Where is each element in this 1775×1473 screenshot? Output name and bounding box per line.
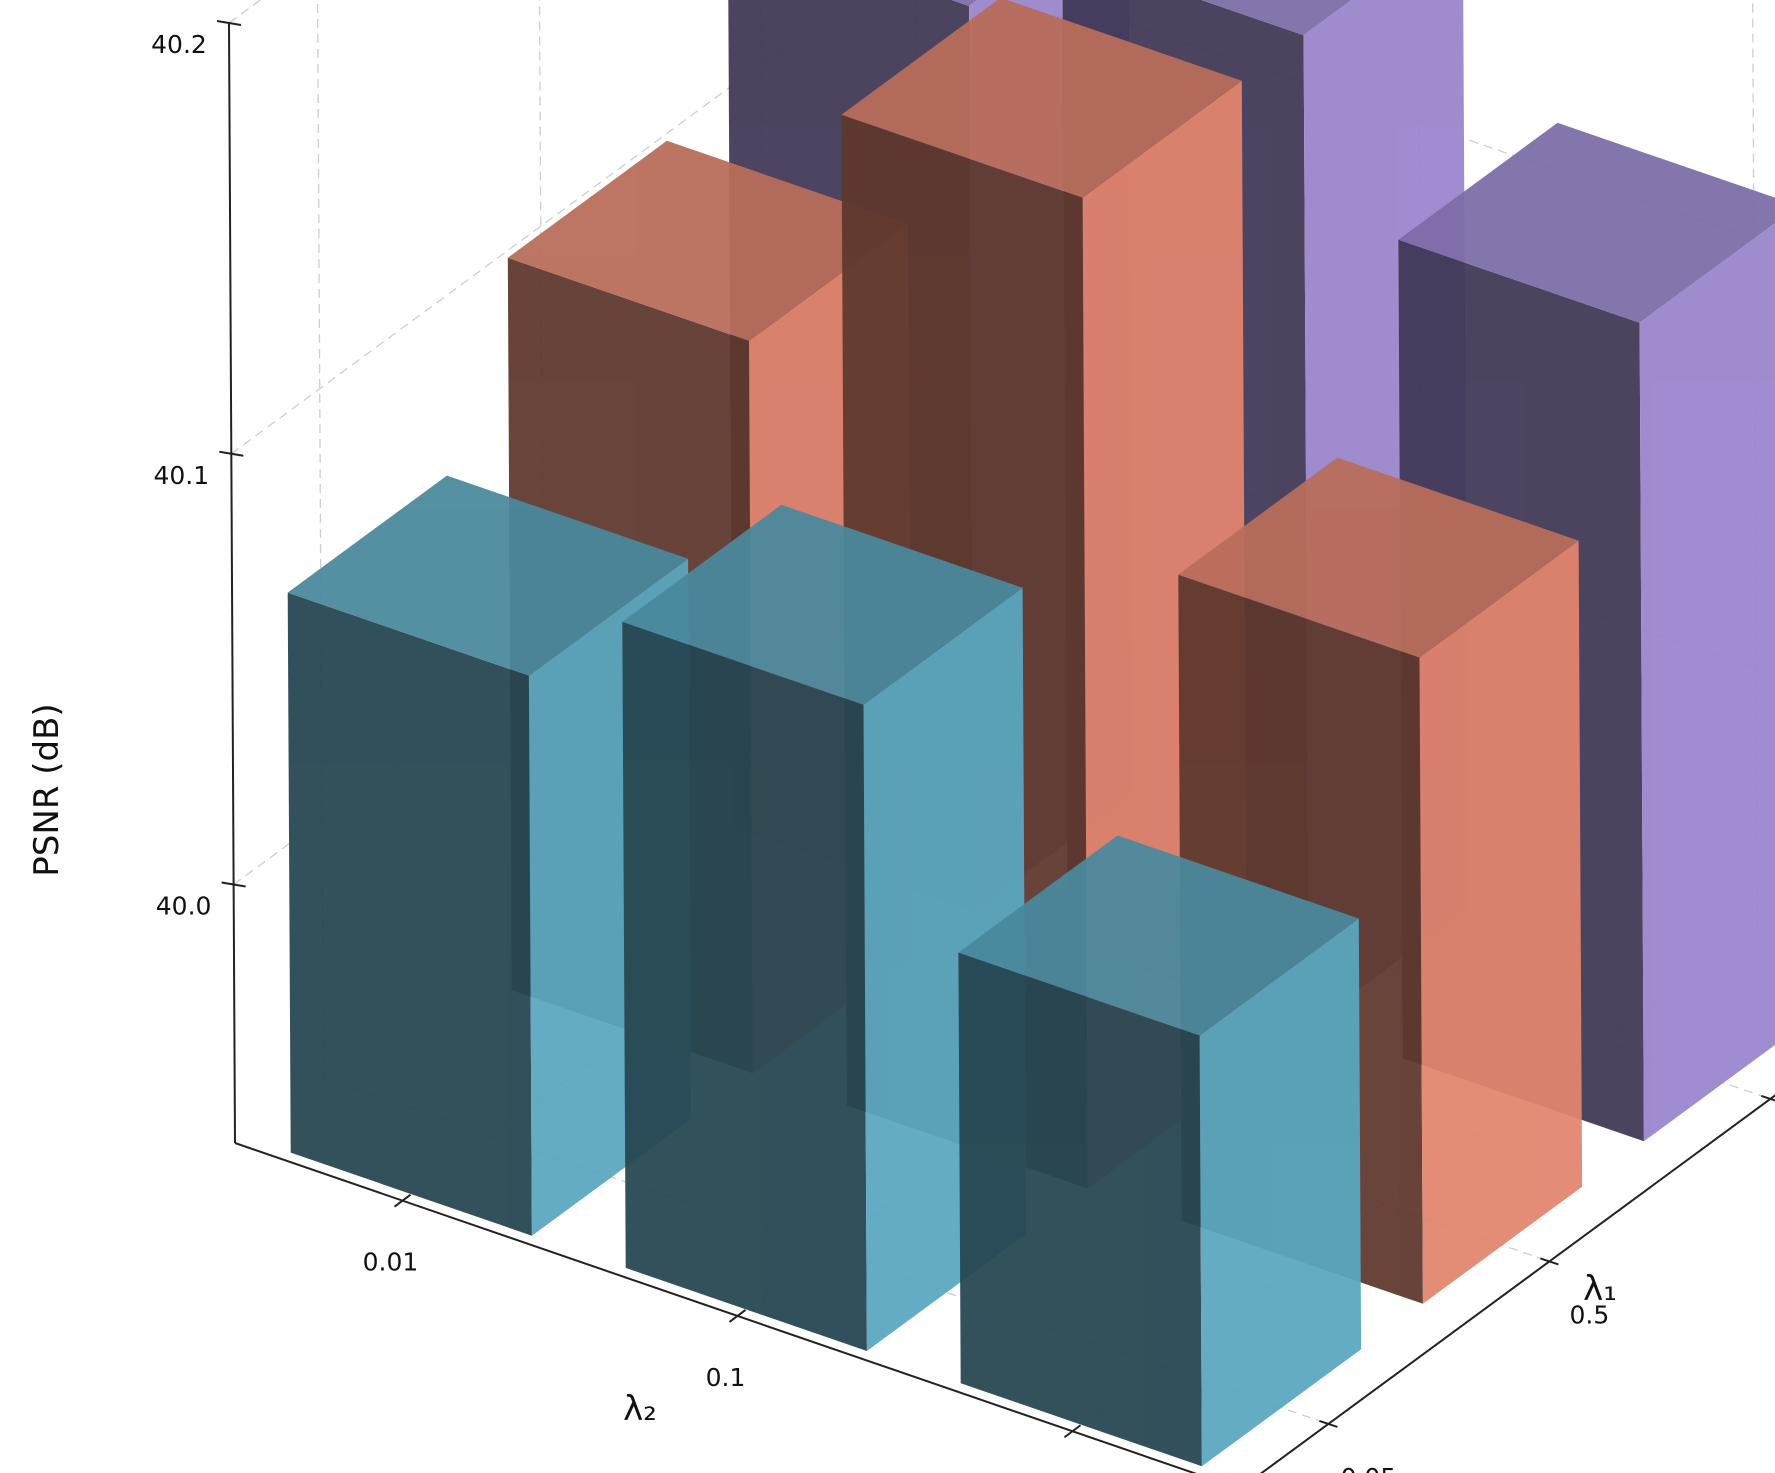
bar-l1-0.05-l2-1.0: [958, 835, 1362, 1467]
bar-front-face: [287, 592, 532, 1236]
bar-layer: [287, 0, 1775, 1467]
z-tick-mark-1: [219, 450, 244, 457]
y-tick-mark-2: [1761, 1094, 1775, 1102]
bar-side-face: [1199, 918, 1362, 1467]
bar-top-face: [1178, 457, 1579, 658]
x-tick-mark-1: [728, 1309, 747, 1323]
y-tick-mark-0: [1319, 1419, 1338, 1428]
bar-top-face: [951, 0, 978, 6]
z-axis-line: [228, 22, 236, 1144]
x-tick-mark-0: [393, 1193, 412, 1208]
z-axis-title: PSNR (dB): [27, 703, 67, 876]
y-tick-label-1: 0.5: [1570, 1300, 1610, 1329]
bar-top-face: [1398, 122, 1775, 323]
bar-front-face: [622, 621, 867, 1351]
z-tick-label-1: 40.1: [153, 461, 209, 490]
bar-top-face: [841, 0, 1242, 198]
axis-layer: [216, 20, 1775, 1473]
bar-top-face: [958, 835, 1359, 1036]
bar-side-face: [1419, 540, 1583, 1304]
z-tick-mark-0: [221, 881, 246, 888]
z-tick-label-2: 40.2: [151, 30, 207, 59]
bar-top-face: [287, 475, 689, 676]
y-axis-line: [1259, 1094, 1775, 1473]
z-tick-label-0: 40.0: [156, 892, 212, 921]
bar-top-face: [622, 504, 1023, 705]
bar-side-face: [1639, 223, 1775, 1142]
bar-top-face: [507, 140, 909, 341]
bar-top-face: [1201, 0, 1352, 36]
x-axis-title: λ₂: [623, 1389, 657, 1429]
y-tick-label-0: 0.05: [1341, 1463, 1397, 1473]
bar-l1-0.5-l2-1.0: [1178, 457, 1583, 1304]
label-layer: PSNR (dB) λ₂ λ₁ 0.010.11.00.050.51.040.0…: [27, 30, 1617, 1473]
y-axis-title: λ₁: [1583, 1269, 1617, 1309]
y-tick-mark-1: [1540, 1257, 1559, 1266]
x-tick-mark-2: [1063, 1424, 1082, 1439]
z-tick-mark-2: [216, 20, 242, 26]
x-tick-label-1: 0.1: [706, 1363, 746, 1392]
bar-l1-1.0-l2-1.0: [1398, 122, 1775, 1142]
x-tick-label-0: 0.01: [363, 1248, 419, 1277]
bar-front-face: [958, 952, 1202, 1467]
